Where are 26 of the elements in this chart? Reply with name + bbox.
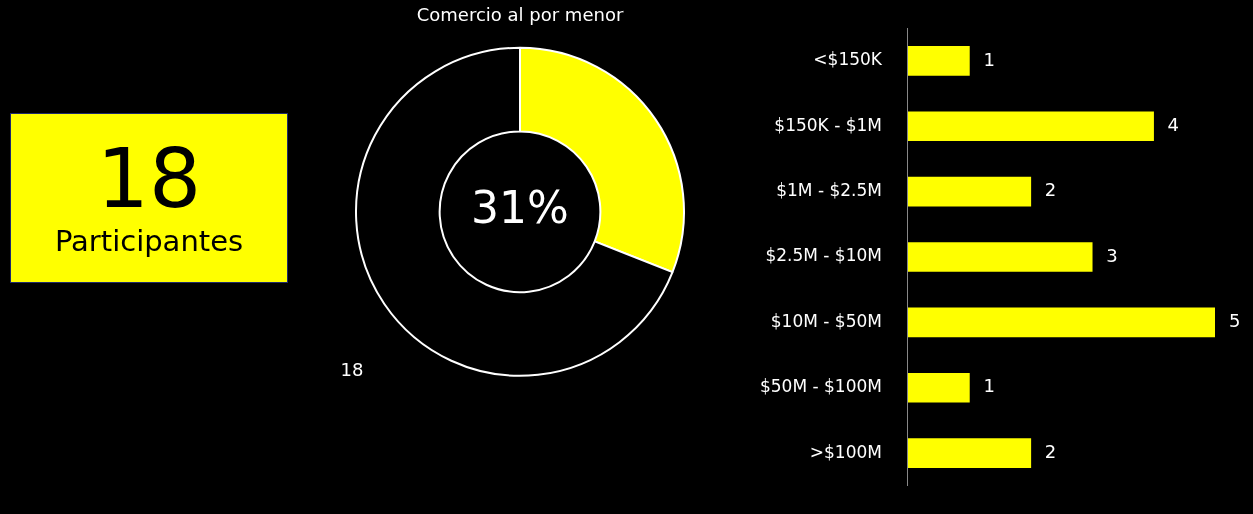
- y-tick-label: >$100M: [809, 441, 882, 462]
- data-label: 2: [1044, 179, 1057, 201]
- y-tick-label: $50M - $100M: [759, 376, 882, 397]
- bar: [907, 46, 970, 76]
- data-label: 4: [1167, 113, 1180, 135]
- text: 18: [340, 358, 364, 380]
- bar: [907, 372, 970, 403]
- data-label: 1: [983, 48, 995, 70]
- bar: [907, 176, 1032, 207]
- bar: [907, 307, 1215, 338]
- text: 31%: [471, 182, 569, 234]
- bar: [907, 242, 1093, 272]
- data-label: 3: [1106, 244, 1118, 266]
- y-tick-label: $2.5M - $10M: [765, 245, 882, 266]
- bar: [907, 438, 1032, 468]
- y-tick-label: $1M - $2.5M: [776, 180, 882, 201]
- text: 18: [95, 131, 203, 226]
- chart-title: Comercio al por menor: [416, 4, 624, 26]
- y-tick-label: $10M - $50M: [770, 310, 882, 331]
- data-label: 1: [983, 375, 995, 397]
- y-tick-label: <$150K: [813, 49, 883, 70]
- data-label: 5: [1229, 310, 1241, 332]
- y-tick-label: $150K - $1M: [774, 114, 882, 135]
- bar: [907, 111, 1154, 142]
- data-label: 2: [1044, 440, 1057, 462]
- text: Participantes: [53, 224, 245, 258]
